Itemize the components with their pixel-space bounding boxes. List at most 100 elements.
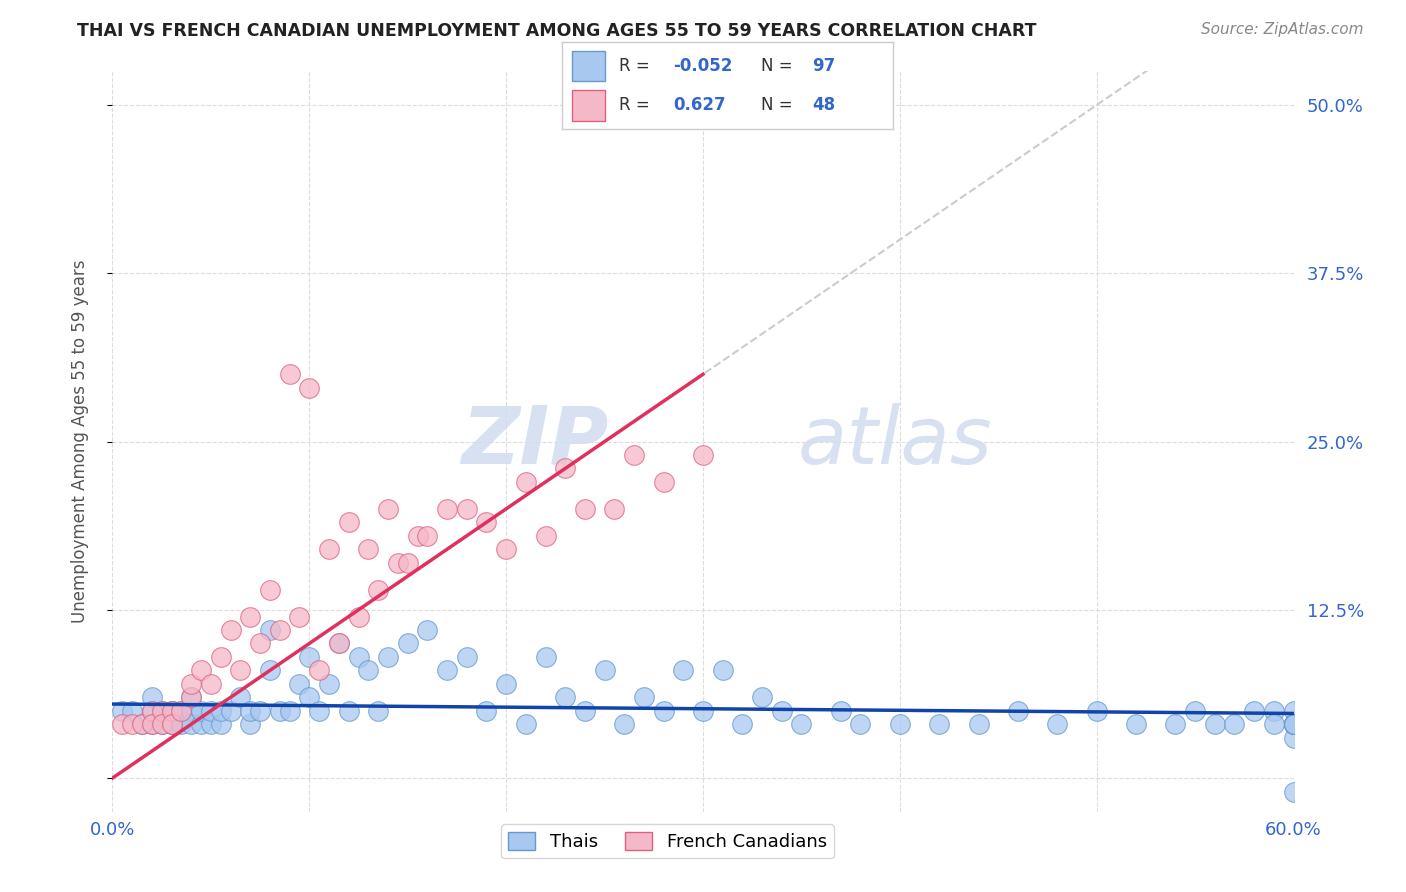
Point: [367, 704, 389, 718]
Point: [160, 704, 183, 718]
Point: [554, 690, 576, 705]
Point: [377, 501, 399, 516]
Point: [623, 448, 645, 462]
Point: [288, 609, 311, 624]
Point: [1282, 717, 1305, 731]
Point: [515, 717, 537, 731]
Point: [790, 717, 813, 731]
Point: [1282, 717, 1305, 731]
Point: [1263, 704, 1285, 718]
Point: [180, 677, 202, 691]
Point: [121, 717, 143, 731]
Point: [160, 704, 183, 718]
Point: [249, 636, 271, 650]
Point: [229, 690, 252, 705]
Point: [830, 704, 852, 718]
Point: [495, 677, 517, 691]
Point: [1046, 717, 1069, 731]
Point: [1282, 731, 1305, 745]
Point: [357, 542, 380, 557]
Point: [170, 704, 193, 718]
Point: [239, 717, 262, 731]
Point: [337, 704, 360, 718]
Point: [259, 664, 281, 678]
Point: [1243, 704, 1265, 718]
Point: [259, 582, 281, 597]
Point: [1282, 717, 1305, 731]
Point: [387, 556, 409, 570]
Point: [180, 690, 202, 705]
Point: [1164, 717, 1187, 731]
Point: [692, 448, 714, 462]
Point: [1204, 717, 1226, 731]
Point: [328, 636, 350, 650]
Point: [633, 690, 655, 705]
Point: [1085, 704, 1108, 718]
Point: [150, 717, 173, 731]
Point: [574, 704, 596, 718]
Point: [131, 717, 153, 731]
Point: [141, 690, 163, 705]
Point: [141, 717, 163, 731]
Point: [456, 501, 478, 516]
Point: [347, 649, 370, 664]
Point: [1282, 717, 1305, 731]
Point: [593, 664, 616, 678]
Point: [150, 717, 173, 731]
Point: [1184, 704, 1206, 718]
Point: [278, 368, 301, 382]
FancyBboxPatch shape: [572, 51, 606, 81]
Point: [436, 664, 458, 678]
Point: [1282, 784, 1305, 798]
Point: [652, 704, 675, 718]
Point: [770, 704, 793, 718]
Point: [308, 664, 330, 678]
Point: [298, 690, 321, 705]
Point: [190, 704, 212, 718]
Point: [396, 636, 419, 650]
Point: [1007, 704, 1029, 718]
Point: [170, 704, 193, 718]
Point: [249, 704, 271, 718]
Point: [298, 381, 321, 395]
Text: 97: 97: [811, 56, 835, 75]
Point: [406, 529, 429, 543]
Point: [111, 717, 134, 731]
Point: [377, 649, 399, 664]
Point: [367, 582, 389, 597]
FancyBboxPatch shape: [572, 90, 606, 120]
Point: [180, 704, 202, 718]
Point: [160, 717, 183, 731]
Point: [239, 609, 262, 624]
Point: [1282, 717, 1305, 731]
Point: [298, 649, 321, 664]
Text: Source: ZipAtlas.com: Source: ZipAtlas.com: [1201, 22, 1364, 37]
Point: [180, 717, 202, 731]
Point: [141, 704, 163, 718]
Point: [209, 704, 232, 718]
Point: [613, 717, 636, 731]
Point: [160, 717, 183, 731]
Point: [574, 501, 596, 516]
Point: [328, 636, 350, 650]
Point: [180, 690, 202, 705]
Point: [1282, 717, 1305, 731]
Text: THAI VS FRENCH CANADIAN UNEMPLOYMENT AMONG AGES 55 TO 59 YEARS CORRELATION CHART: THAI VS FRENCH CANADIAN UNEMPLOYMENT AMO…: [77, 22, 1036, 40]
Point: [751, 690, 773, 705]
Point: [141, 704, 163, 718]
Point: [456, 649, 478, 664]
Point: [1125, 717, 1147, 731]
Point: [347, 609, 370, 624]
Text: atlas: atlas: [797, 402, 993, 481]
Point: [554, 461, 576, 475]
Point: [160, 704, 183, 718]
Point: [475, 516, 498, 530]
Point: [308, 704, 330, 718]
Point: [534, 529, 557, 543]
Point: [209, 717, 232, 731]
Point: [1282, 717, 1305, 731]
Text: 48: 48: [811, 95, 835, 114]
Point: [269, 623, 291, 637]
Point: [111, 704, 134, 718]
Point: [1282, 717, 1305, 731]
